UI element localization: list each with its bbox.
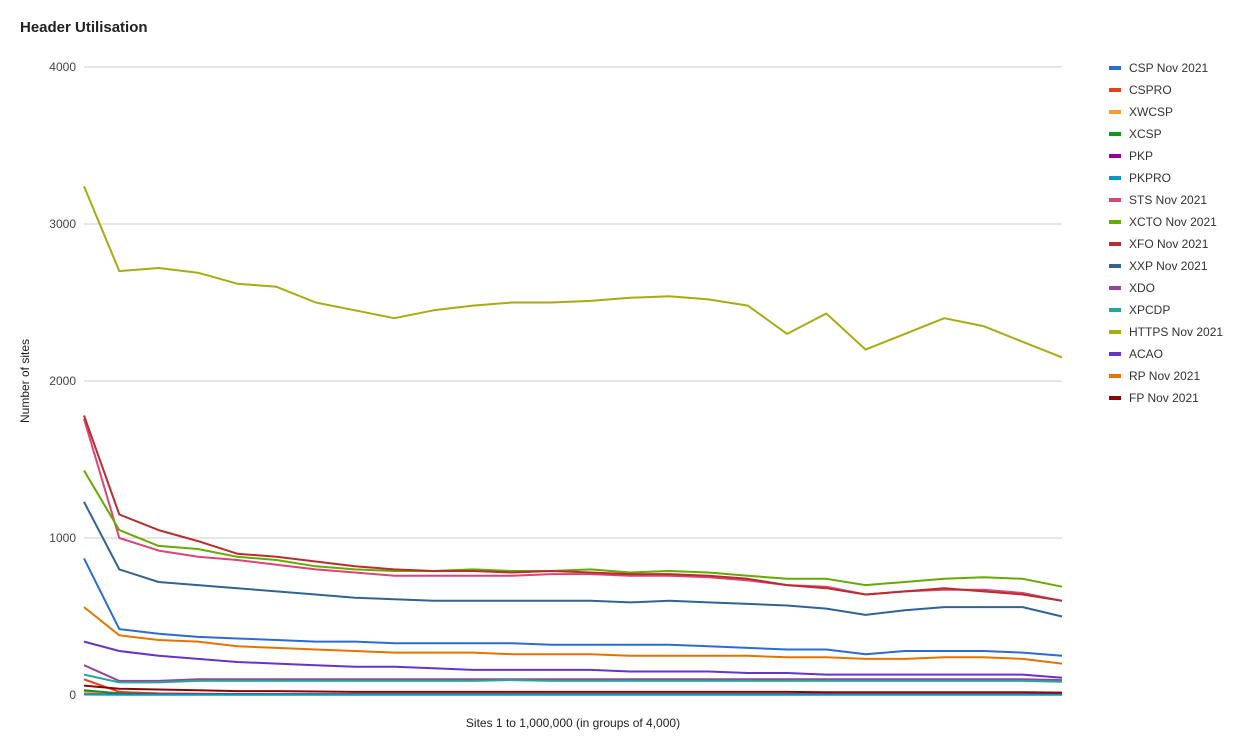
legend-swatch [1109, 176, 1121, 180]
legend-swatch [1109, 396, 1121, 400]
legend-item[interactable]: XDO [1109, 281, 1155, 295]
legend-label: XPCDP [1129, 303, 1170, 317]
legend-label: XWCSP [1129, 105, 1173, 119]
series-lines [84, 186, 1062, 694]
legend-item[interactable]: XWCSP [1109, 105, 1173, 119]
legend-label: XXP Nov 2021 [1129, 259, 1208, 273]
legend-item[interactable]: HTTPS Nov 2021 [1109, 325, 1223, 339]
legend-label: RP Nov 2021 [1129, 369, 1200, 383]
legend-label: XCSP [1129, 127, 1162, 141]
y-tick-label: 0 [69, 688, 76, 702]
legend-label: PKPRO [1129, 171, 1171, 185]
legend-swatch [1109, 66, 1121, 70]
legend-swatch [1109, 154, 1121, 158]
legend-item[interactable]: STS Nov 2021 [1109, 193, 1207, 207]
legend-item[interactable]: FP Nov 2021 [1109, 391, 1199, 405]
legend-label: HTTPS Nov 2021 [1129, 325, 1223, 339]
y-tick-label: 2000 [49, 374, 76, 388]
series-line-fp-nov-2021 [84, 686, 1062, 693]
series-line-acao [84, 642, 1062, 678]
legend-item[interactable]: ACAO [1109, 347, 1163, 361]
legend-swatch [1109, 286, 1121, 290]
legend-swatch [1109, 132, 1121, 136]
legend-swatch [1109, 88, 1121, 92]
legend-swatch [1109, 330, 1121, 334]
series-line-https-nov-2021 [84, 186, 1062, 357]
y-tick-labels: 0 1000 2000 3000 4000 [49, 60, 76, 702]
series-line-xdo [84, 665, 1062, 681]
series-line-xcto-nov-2021 [84, 471, 1062, 587]
x-axis-label: Sites 1 to 1,000,000 (in groups of 4,000… [466, 716, 680, 730]
legend-label: XDO [1129, 281, 1155, 295]
legend-item[interactable]: PKPRO [1109, 171, 1171, 185]
legend-swatch [1109, 110, 1121, 114]
series-line-csp-nov-2021 [84, 558, 1062, 655]
legend-label: XFO Nov 2021 [1129, 237, 1209, 251]
y-axis-label: Number of sites [18, 339, 32, 423]
legend: CSP Nov 2021 CSPRO XWCSP XCSP PKP PKPRO STS No… [1109, 61, 1223, 405]
legend-item[interactable]: XCTO Nov 2021 [1109, 215, 1217, 229]
y-tick-label: 4000 [49, 60, 76, 74]
legend-label: ACAO [1129, 347, 1163, 361]
legend-swatch [1109, 352, 1121, 356]
legend-swatch [1109, 220, 1121, 224]
legend-label: CSPRO [1129, 83, 1172, 97]
legend-swatch [1109, 264, 1121, 268]
legend-swatch [1109, 308, 1121, 312]
legend-item[interactable]: RP Nov 2021 [1109, 369, 1200, 383]
legend-label: FP Nov 2021 [1129, 391, 1199, 405]
legend-swatch [1109, 242, 1121, 246]
legend-item[interactable]: XFO Nov 2021 [1109, 237, 1209, 251]
legend-label: XCTO Nov 2021 [1129, 215, 1217, 229]
series-line-sts-nov-2021 [84, 419, 1062, 601]
series-line-rp-nov-2021 [84, 607, 1062, 664]
legend-item[interactable]: PKP [1109, 149, 1153, 163]
y-tick-label: 1000 [49, 531, 76, 545]
legend-item[interactable]: XXP Nov 2021 [1109, 259, 1208, 273]
legend-item[interactable]: CSPRO [1109, 83, 1172, 97]
legend-item[interactable]: XCSP [1109, 127, 1162, 141]
legend-item[interactable]: CSP Nov 2021 [1109, 61, 1208, 75]
legend-item[interactable]: XPCDP [1109, 303, 1170, 317]
legend-label: STS Nov 2021 [1129, 193, 1207, 207]
legend-label: CSP Nov 2021 [1129, 61, 1208, 75]
series-line-xfo-nov-2021 [84, 416, 1062, 601]
legend-swatch [1109, 374, 1121, 378]
y-tick-label: 3000 [49, 217, 76, 231]
legend-label: PKP [1129, 149, 1153, 163]
legend-swatch [1109, 198, 1121, 202]
chart-title: Header Utilisation [20, 19, 148, 36]
